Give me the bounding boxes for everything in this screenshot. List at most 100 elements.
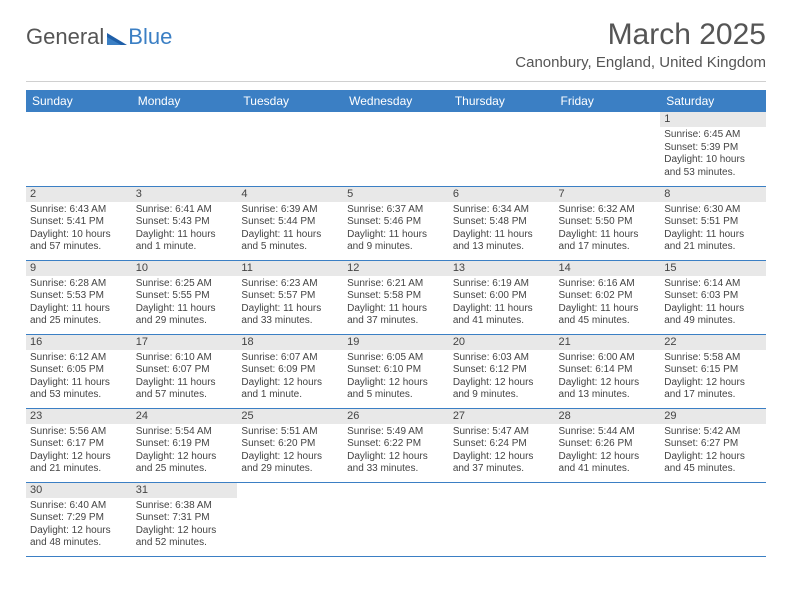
header: General Blue March 2025 [26,18,766,52]
logo-text-2: Blue [128,24,172,50]
weekday-header: Tuesday [237,90,343,112]
calendar-day-cell [132,112,238,186]
day-details: Sunrise: 6:00 AMSunset: 6:14 PMDaylight:… [555,350,661,405]
calendar-week-row: 9Sunrise: 6:28 AMSunset: 5:53 PMDaylight… [26,260,766,334]
calendar-day-cell [449,112,555,186]
calendar-day-cell: 28Sunrise: 5:44 AMSunset: 6:26 PMDayligh… [555,408,661,482]
sunrise-text: Sunrise: 6:40 AM [30,500,128,513]
sunrise-text: Sunrise: 6:12 AM [30,352,128,365]
calendar-day-cell: 30Sunrise: 6:40 AMSunset: 7:29 PMDayligh… [26,482,132,556]
weekday-header: Monday [132,90,238,112]
sunset-text: Sunset: 5:43 PM [136,216,234,229]
day-number: 8 [660,187,766,202]
day-details: Sunrise: 5:47 AMSunset: 6:24 PMDaylight:… [449,424,555,479]
calendar-day-cell: 17Sunrise: 6:10 AMSunset: 6:07 PMDayligh… [132,334,238,408]
day-number: 24 [132,409,238,424]
sunrise-text: Sunrise: 6:39 AM [241,204,339,217]
day-details: Sunrise: 6:19 AMSunset: 6:00 PMDaylight:… [449,276,555,331]
sunset-text: Sunset: 5:39 PM [664,142,762,155]
daylight-text: Daylight: 10 hours and 53 minutes. [664,154,762,179]
logo: General Blue [26,24,172,50]
daylight-text: Daylight: 12 hours and 1 minute. [241,377,339,402]
sunset-text: Sunset: 6:19 PM [136,438,234,451]
weekday-header: Saturday [660,90,766,112]
calendar-day-cell: 22Sunrise: 5:58 AMSunset: 6:15 PMDayligh… [660,334,766,408]
sunset-text: Sunset: 6:00 PM [453,290,551,303]
sunrise-text: Sunrise: 5:49 AM [347,426,445,439]
day-number: 20 [449,335,555,350]
daylight-text: Daylight: 11 hours and 5 minutes. [241,229,339,254]
day-number: 1 [660,112,766,127]
logo-flag-icon [107,29,127,45]
calendar-day-cell: 25Sunrise: 5:51 AMSunset: 6:20 PMDayligh… [237,408,343,482]
calendar-day-cell [449,482,555,556]
calendar-week-row: 23Sunrise: 5:56 AMSunset: 6:17 PMDayligh… [26,408,766,482]
calendar-table: Sunday Monday Tuesday Wednesday Thursday… [26,90,766,557]
day-number: 4 [237,187,343,202]
daylight-text: Daylight: 11 hours and 9 minutes. [347,229,445,254]
day-details: Sunrise: 6:14 AMSunset: 6:03 PMDaylight:… [660,276,766,331]
daylight-text: Daylight: 12 hours and 9 minutes. [453,377,551,402]
calendar-day-cell: 12Sunrise: 6:21 AMSunset: 5:58 PMDayligh… [343,260,449,334]
daylight-text: Daylight: 12 hours and 33 minutes. [347,451,445,476]
sunrise-text: Sunrise: 6:05 AM [347,352,445,365]
day-details: Sunrise: 6:30 AMSunset: 5:51 PMDaylight:… [660,202,766,257]
calendar-week-row: 2Sunrise: 6:43 AMSunset: 5:41 PMDaylight… [26,186,766,260]
calendar-day-cell: 1Sunrise: 6:45 AMSunset: 5:39 PMDaylight… [660,112,766,186]
sunset-text: Sunset: 6:12 PM [453,364,551,377]
calendar-page: General Blue March 2025 Canonbury, Engla… [0,0,792,567]
sunset-text: Sunset: 6:03 PM [664,290,762,303]
day-details: Sunrise: 5:51 AMSunset: 6:20 PMDaylight:… [237,424,343,479]
sunset-text: Sunset: 6:20 PM [241,438,339,451]
daylight-text: Daylight: 12 hours and 45 minutes. [664,451,762,476]
sunset-text: Sunset: 7:31 PM [136,512,234,525]
weekday-header: Thursday [449,90,555,112]
weekday-header-row: Sunday Monday Tuesday Wednesday Thursday… [26,90,766,112]
day-number: 19 [343,335,449,350]
daylight-text: Daylight: 11 hours and 41 minutes. [453,303,551,328]
sunset-text: Sunset: 5:44 PM [241,216,339,229]
day-number: 25 [237,409,343,424]
sunrise-text: Sunrise: 5:51 AM [241,426,339,439]
sunset-text: Sunset: 5:53 PM [30,290,128,303]
calendar-body: 1Sunrise: 6:45 AMSunset: 5:39 PMDaylight… [26,112,766,556]
day-details: Sunrise: 5:58 AMSunset: 6:15 PMDaylight:… [660,350,766,405]
daylight-text: Daylight: 11 hours and 53 minutes. [30,377,128,402]
sunset-text: Sunset: 5:55 PM [136,290,234,303]
day-details: Sunrise: 6:07 AMSunset: 6:09 PMDaylight:… [237,350,343,405]
day-details: Sunrise: 6:41 AMSunset: 5:43 PMDaylight:… [132,202,238,257]
weekday-header: Wednesday [343,90,449,112]
day-details: Sunrise: 6:28 AMSunset: 5:53 PMDaylight:… [26,276,132,331]
day-number: 26 [343,409,449,424]
day-details: Sunrise: 6:39 AMSunset: 5:44 PMDaylight:… [237,202,343,257]
page-title: March 2025 [608,18,766,52]
day-number: 16 [26,335,132,350]
day-details: Sunrise: 5:44 AMSunset: 6:26 PMDaylight:… [555,424,661,479]
logo-text-1: General [26,24,104,50]
sunrise-text: Sunrise: 5:54 AM [136,426,234,439]
sunrise-text: Sunrise: 6:37 AM [347,204,445,217]
sunrise-text: Sunrise: 6:41 AM [136,204,234,217]
day-number: 28 [555,409,661,424]
location-subtitle: Canonbury, England, United Kingdom [26,54,766,71]
day-number: 15 [660,261,766,276]
sunrise-text: Sunrise: 6:21 AM [347,278,445,291]
day-details: Sunrise: 5:49 AMSunset: 6:22 PMDaylight:… [343,424,449,479]
sunset-text: Sunset: 6:22 PM [347,438,445,451]
sunset-text: Sunset: 6:05 PM [30,364,128,377]
sunset-text: Sunset: 5:41 PM [30,216,128,229]
calendar-day-cell: 5Sunrise: 6:37 AMSunset: 5:46 PMDaylight… [343,186,449,260]
sunrise-text: Sunrise: 6:10 AM [136,352,234,365]
day-details: Sunrise: 6:12 AMSunset: 6:05 PMDaylight:… [26,350,132,405]
day-details: Sunrise: 6:16 AMSunset: 6:02 PMDaylight:… [555,276,661,331]
sunrise-text: Sunrise: 6:38 AM [136,500,234,513]
daylight-text: Daylight: 12 hours and 37 minutes. [453,451,551,476]
daylight-text: Daylight: 11 hours and 29 minutes. [136,303,234,328]
sunrise-text: Sunrise: 6:23 AM [241,278,339,291]
calendar-day-cell: 14Sunrise: 6:16 AMSunset: 6:02 PMDayligh… [555,260,661,334]
sunset-text: Sunset: 6:15 PM [664,364,762,377]
day-number: 14 [555,261,661,276]
day-number: 21 [555,335,661,350]
day-number: 10 [132,261,238,276]
calendar-day-cell: 2Sunrise: 6:43 AMSunset: 5:41 PMDaylight… [26,186,132,260]
